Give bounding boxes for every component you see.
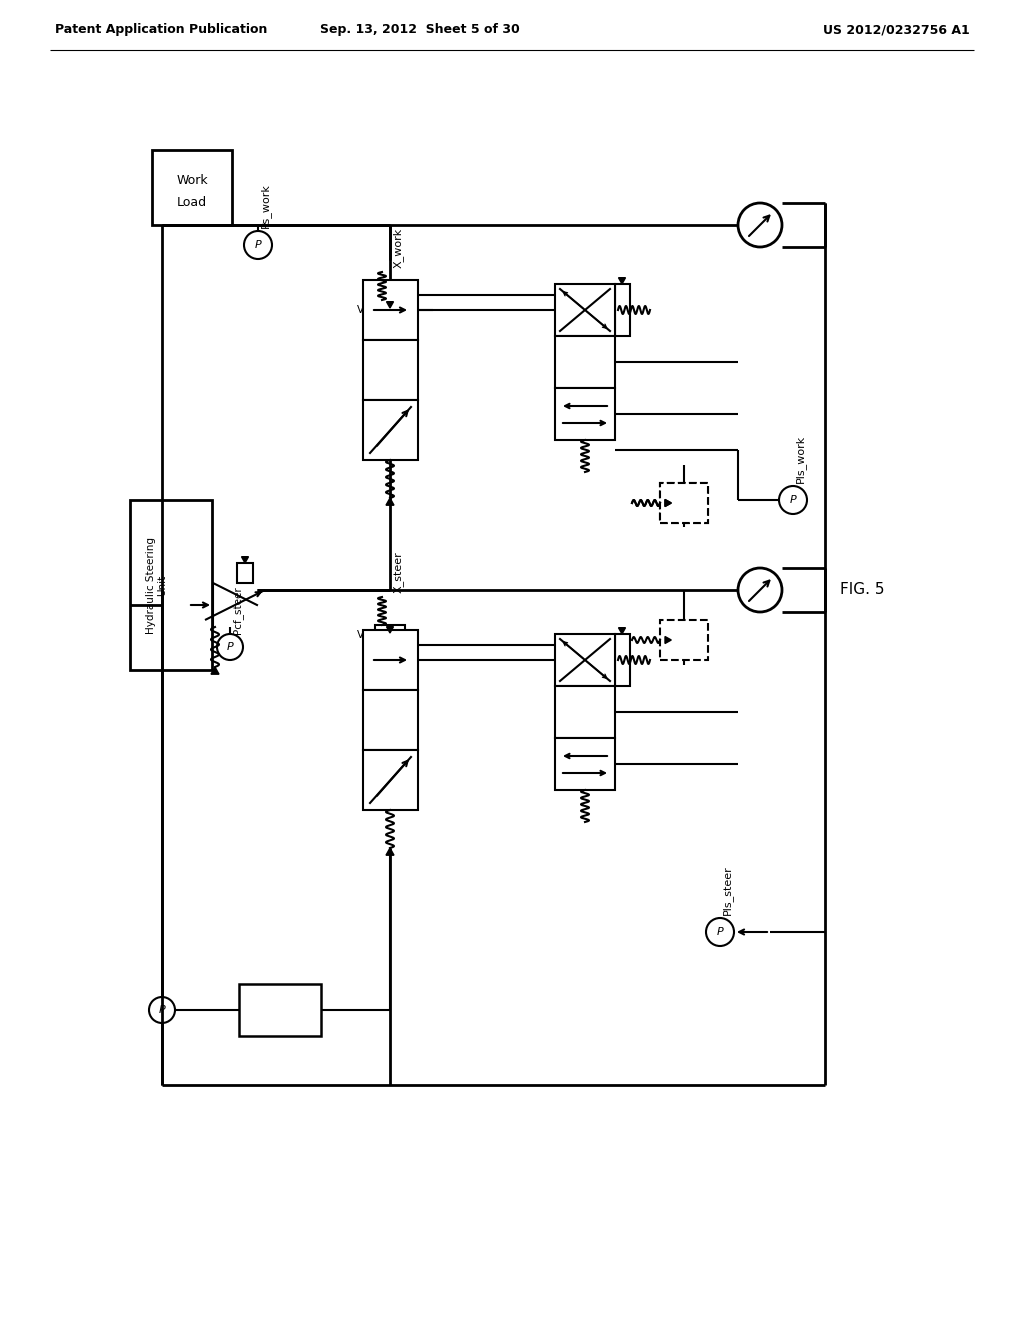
Polygon shape (386, 847, 394, 855)
Text: US 2012/0232756 A1: US 2012/0232756 A1 (823, 24, 970, 37)
Bar (130, 500, 212, 671)
Text: Pls_work: Pls_work (795, 434, 806, 483)
Polygon shape (618, 277, 626, 284)
Text: P: P (790, 495, 797, 506)
Bar (555, 388, 615, 440)
Bar (615, 284, 630, 337)
Text: Load: Load (177, 195, 207, 209)
Circle shape (779, 486, 807, 513)
Circle shape (278, 993, 313, 1028)
Text: Hydraulic Steering
Unit: Hydraulic Steering Unit (146, 536, 168, 634)
Polygon shape (665, 499, 672, 507)
Polygon shape (665, 636, 672, 644)
Circle shape (738, 568, 782, 612)
Bar (362, 750, 418, 810)
Text: P: P (255, 240, 261, 249)
Circle shape (287, 1002, 303, 1018)
Bar (362, 280, 418, 341)
Bar (237, 564, 253, 583)
Circle shape (150, 997, 175, 1023)
Circle shape (244, 231, 272, 259)
Bar (239, 983, 321, 1036)
Circle shape (738, 203, 782, 247)
Bar (362, 400, 418, 459)
Circle shape (247, 993, 283, 1028)
Text: P: P (159, 1005, 165, 1015)
Text: Sep. 13, 2012  Sheet 5 of 30: Sep. 13, 2012 Sheet 5 of 30 (321, 24, 520, 37)
Bar (152, 150, 232, 224)
Text: FIG. 5: FIG. 5 (840, 582, 885, 598)
Polygon shape (618, 628, 626, 634)
Bar (555, 738, 615, 789)
Bar (375, 300, 406, 319)
Bar (362, 341, 418, 400)
Bar (555, 284, 615, 337)
Bar (660, 620, 708, 660)
Bar (555, 634, 615, 686)
Polygon shape (386, 627, 393, 634)
Polygon shape (386, 498, 394, 506)
Bar (615, 634, 630, 686)
Polygon shape (665, 499, 672, 507)
Text: VD: VD (357, 630, 372, 640)
Circle shape (706, 917, 734, 946)
Bar (375, 624, 406, 645)
Polygon shape (386, 302, 393, 308)
Text: Pls_steer: Pls_steer (722, 865, 733, 915)
Bar (555, 337, 615, 388)
Circle shape (217, 634, 243, 660)
Text: P: P (717, 927, 723, 937)
Polygon shape (242, 557, 249, 564)
Text: Patent Application Publication: Patent Application Publication (55, 24, 267, 37)
Bar (660, 483, 708, 523)
Bar (362, 630, 418, 690)
Text: X_work: X_work (393, 228, 403, 268)
Text: Ps_work: Ps_work (260, 183, 271, 228)
Text: P: P (226, 642, 233, 652)
Text: X_steer: X_steer (393, 552, 403, 593)
Bar (660, 483, 708, 523)
Text: Pcf_steer: Pcf_steer (232, 586, 243, 634)
Bar (362, 690, 418, 750)
Text: VD: VD (357, 305, 372, 315)
Bar (555, 686, 615, 738)
Polygon shape (211, 667, 219, 675)
Text: Work: Work (176, 173, 208, 186)
Circle shape (257, 1002, 273, 1018)
